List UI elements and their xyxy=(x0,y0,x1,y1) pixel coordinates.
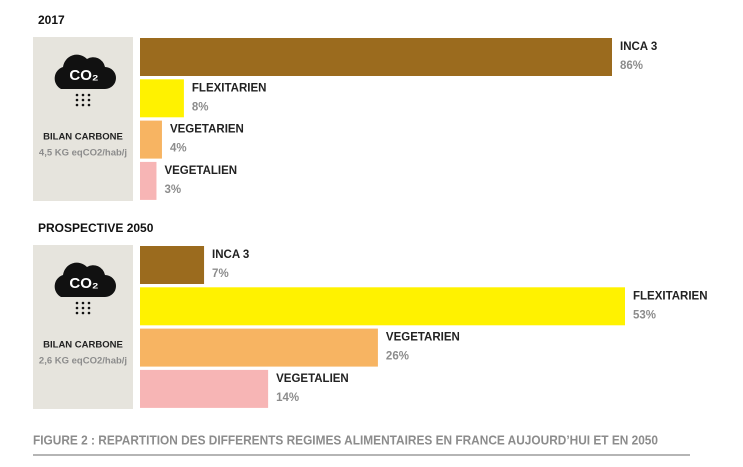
value-label: 14% xyxy=(276,392,299,404)
rain-dot xyxy=(81,98,85,102)
rain-dot xyxy=(75,98,79,102)
cloud-icon xyxy=(54,54,116,89)
icon-label: CO₂ xyxy=(69,275,98,292)
bar xyxy=(140,369,269,408)
bar xyxy=(140,79,184,118)
rain-dot xyxy=(75,301,79,305)
bar xyxy=(140,38,612,76)
side-title: BILAN CARBONE xyxy=(43,340,123,351)
bar xyxy=(140,287,625,326)
bar xyxy=(140,246,205,284)
panel-title: 2017 xyxy=(38,13,65,27)
rain-dot xyxy=(87,93,91,97)
category-label: FLEXITARIEN xyxy=(192,82,267,94)
rain-dot xyxy=(75,306,79,310)
rain-dot xyxy=(87,103,91,107)
category-label: FLEXITARIEN xyxy=(633,290,708,302)
rain-dot xyxy=(81,306,85,310)
bar xyxy=(140,120,162,159)
value-label: 53% xyxy=(633,309,656,321)
value-label: 3% xyxy=(164,184,181,196)
category-label: VEGETARIEN xyxy=(386,332,460,344)
value-label: 7% xyxy=(212,268,229,280)
rain-dot xyxy=(87,301,91,305)
value-label: 86% xyxy=(620,60,643,72)
rain-dot xyxy=(81,301,85,305)
rain-dot xyxy=(87,311,91,315)
bar xyxy=(140,328,378,367)
side-note: 4,5 KG eqCO2/hab/j xyxy=(39,148,127,159)
side-note: 2,6 KG eqCO2/hab/j xyxy=(39,356,127,367)
category-label: VEGETARIEN xyxy=(170,124,244,136)
category-label: INCA 3 xyxy=(620,41,657,53)
category-label: VEGETALIEN xyxy=(164,165,237,177)
value-label: 26% xyxy=(386,351,409,363)
rain-dot xyxy=(81,103,85,107)
bar xyxy=(140,161,157,200)
category-label: VEGETALIEN xyxy=(276,373,349,385)
rain-dot xyxy=(81,93,85,97)
value-label: 4% xyxy=(170,143,187,155)
rain-dot xyxy=(81,311,85,315)
side-title: BILAN CARBONE xyxy=(43,132,123,143)
rain-dot xyxy=(87,306,91,310)
rain-dot xyxy=(87,98,91,102)
category-label: INCA 3 xyxy=(212,249,249,261)
rain-dot xyxy=(75,103,79,107)
panel-title: PROSPECTIVE 2050 xyxy=(38,221,154,235)
caption: FIGURE 2 : REPARTITION DES DIFFERENTS RE… xyxy=(33,432,658,447)
icon-label: CO₂ xyxy=(69,67,98,84)
cloud-icon xyxy=(54,262,116,297)
value-label: 8% xyxy=(192,101,209,113)
rain-dot xyxy=(75,93,79,97)
rain-dot xyxy=(75,311,79,315)
